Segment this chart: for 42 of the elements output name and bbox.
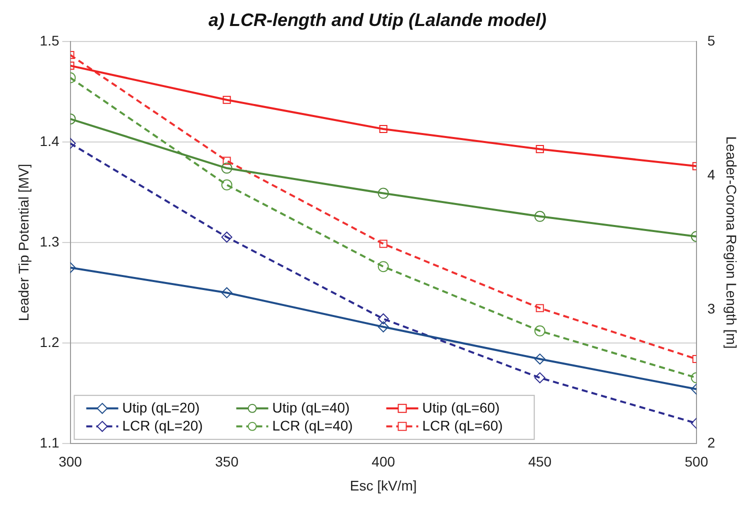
point <box>221 287 232 298</box>
x-tick-label: 350 <box>215 454 239 470</box>
y2-tick-label: 3 <box>707 300 716 316</box>
point <box>221 162 232 174</box>
x-axis-title: Esc [kV/m] <box>350 477 417 494</box>
y2-tick-label: 5 <box>707 32 716 48</box>
point <box>378 261 389 272</box>
y2-tick-label: 2 <box>707 434 716 450</box>
x-tick-label: 400 <box>372 454 396 470</box>
point <box>378 321 389 332</box>
legend-label: Utip (qL=40) <box>272 399 350 416</box>
point <box>379 124 388 134</box>
y2-tick-label: 4 <box>707 166 716 182</box>
legend-label: Utip (qL=20) <box>122 399 200 416</box>
point <box>378 188 389 199</box>
point <box>222 96 231 104</box>
y-tick-label: 1.1 <box>40 434 60 450</box>
legend-label: Utip (qL=60) <box>422 399 500 416</box>
point <box>379 240 388 248</box>
point <box>534 210 546 222</box>
legend-label: LCR (qL=40) <box>272 417 353 434</box>
x-tick-label: 500 <box>684 454 708 470</box>
point <box>534 325 546 336</box>
point <box>378 313 389 324</box>
legend-label: LCR (qL=60) <box>422 417 503 434</box>
y-tick-label: 1.2 <box>40 334 60 350</box>
y-tick-label: 1.4 <box>40 132 60 149</box>
y2-axis-title: Leader-Corona Region Length [m] <box>724 136 740 349</box>
y-tick-label: 1.3 <box>40 233 60 250</box>
point <box>221 179 232 190</box>
y-axis-title: Leader Tip Potential [MV] <box>15 164 32 322</box>
point <box>221 232 232 243</box>
x-tick-label: 300 <box>58 454 82 470</box>
legend-label: LCR (qL=20) <box>122 417 203 434</box>
point <box>536 304 544 312</box>
point <box>534 354 546 365</box>
point <box>534 372 546 384</box>
y-tick-label: 1.5 <box>40 32 60 48</box>
point <box>222 156 231 165</box>
chart-title: a) LCR-length and Utip (Lalande model) <box>208 10 546 30</box>
x-tick-label: 450 <box>528 454 552 470</box>
point <box>536 145 544 154</box>
